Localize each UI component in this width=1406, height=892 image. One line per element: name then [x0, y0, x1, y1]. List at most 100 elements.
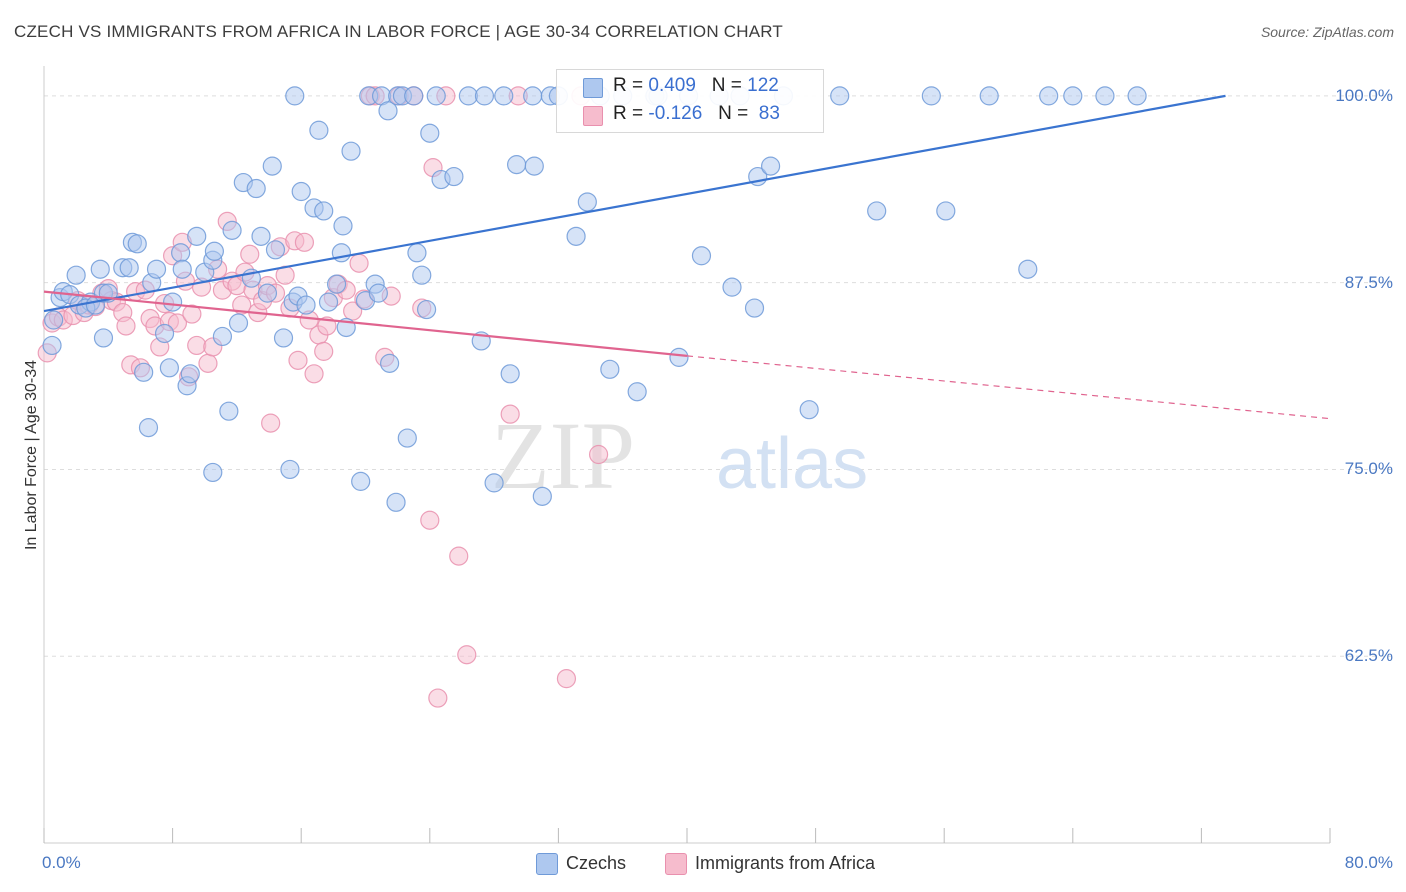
data-point: [500, 404, 520, 424]
x-tick-max: 80.0%: [1344, 853, 1393, 872]
trend-line: [43, 94, 1226, 313]
data-point: [979, 86, 999, 106]
data-point: [44, 310, 64, 330]
data-point: [343, 301, 363, 321]
data-point: [180, 364, 200, 384]
data-point: [404, 86, 424, 106]
data-point: [532, 486, 552, 506]
data-point: [397, 428, 417, 448]
data-point: [187, 335, 207, 356]
trend-line: [43, 290, 688, 357]
data-point: [304, 364, 324, 384]
data-point: [830, 86, 850, 106]
data-point: [265, 240, 286, 260]
series-immigrants-points: [37, 86, 609, 708]
data-point: [204, 241, 224, 261]
data-point: [1039, 86, 1059, 106]
data-point: [1018, 259, 1038, 279]
data-point: [219, 401, 239, 421]
data-point: [159, 358, 179, 378]
data-point: [314, 201, 334, 221]
data-point: [198, 353, 218, 373]
data-point: [416, 299, 437, 320]
data-point: [288, 350, 308, 370]
trend-line-extension: [686, 355, 1331, 420]
data-point: [669, 347, 689, 367]
data-point: [627, 382, 647, 402]
data-point: [380, 353, 400, 373]
data-point: [341, 141, 361, 161]
data-point: [588, 444, 609, 465]
chart-title: CZECH VS IMMIGRANTS FROM AFRICA IN LABOR…: [14, 22, 783, 41]
source-label: Source: ZipAtlas.com: [1260, 24, 1394, 40]
x-tick-min: 0.0%: [42, 853, 81, 872]
stats-text-czechs: R = 0.409 N = 122: [613, 75, 779, 96]
data-point: [262, 156, 282, 176]
data-point: [378, 101, 398, 121]
data-point: [167, 313, 188, 333]
data-point: [93, 328, 114, 348]
data-point: [494, 86, 514, 106]
data-point: [386, 492, 406, 512]
stats-box: R = 0.409 N = 122 R = -0.126 N = 83: [556, 69, 824, 133]
data-point: [1063, 86, 1083, 106]
data-point: [722, 277, 742, 297]
data-point: [921, 86, 941, 106]
data-point: [187, 226, 207, 246]
data-point: [203, 462, 223, 483]
data-point: [524, 156, 544, 176]
data-point: [458, 86, 478, 106]
data-point: [500, 364, 520, 384]
data-point: [760, 156, 781, 176]
data-point: [116, 316, 136, 336]
data-point: [867, 201, 887, 221]
data-point: [351, 471, 371, 491]
data-point: [246, 178, 266, 199]
data-point: [90, 259, 110, 279]
data-point: [119, 258, 139, 278]
data-point: [291, 181, 311, 202]
legend-swatch-czechs: [536, 853, 558, 875]
data-point: [1127, 86, 1147, 106]
data-point: [127, 234, 147, 254]
data-point: [566, 226, 586, 246]
data-point: [449, 546, 469, 566]
data-point: [251, 226, 271, 246]
data-point: [240, 244, 260, 264]
legend-label-czechs: Czechs: [566, 853, 627, 873]
data-point: [171, 243, 191, 263]
data-point: [412, 265, 432, 285]
data-point: [577, 192, 597, 212]
data-point: [691, 246, 712, 266]
data-point: [309, 120, 329, 140]
data-point: [326, 274, 347, 294]
legend: Czechs Immigrants from Africa: [0, 852, 1406, 878]
data-point: [428, 688, 448, 708]
data-point: [296, 295, 316, 315]
data-point: [273, 328, 294, 348]
legend-swatch-immigrants: [665, 853, 687, 875]
data-point: [257, 283, 278, 303]
data-point: [66, 265, 86, 285]
data-point: [146, 259, 167, 279]
y-tick-label: 62.5%: [1344, 646, 1393, 666]
data-point: [444, 166, 464, 187]
data-point: [163, 292, 183, 312]
stats-row-czechs: R = 0.409 N = 122: [557, 73, 823, 101]
axes: [43, 66, 1331, 844]
data-point: [182, 304, 202, 324]
data-point: [1095, 86, 1115, 106]
data-point: [799, 400, 819, 420]
data-point: [368, 283, 388, 303]
data-point: [138, 418, 159, 438]
data-point: [317, 316, 337, 336]
data-point: [154, 323, 175, 344]
y-tick-label: 87.5%: [1344, 272, 1393, 292]
data-point: [285, 86, 305, 106]
data-point: [261, 413, 281, 433]
data-point: [228, 313, 249, 333]
data-point: [134, 362, 154, 382]
y-tick-label: 75.0%: [1344, 459, 1393, 479]
data-point: [936, 201, 956, 221]
